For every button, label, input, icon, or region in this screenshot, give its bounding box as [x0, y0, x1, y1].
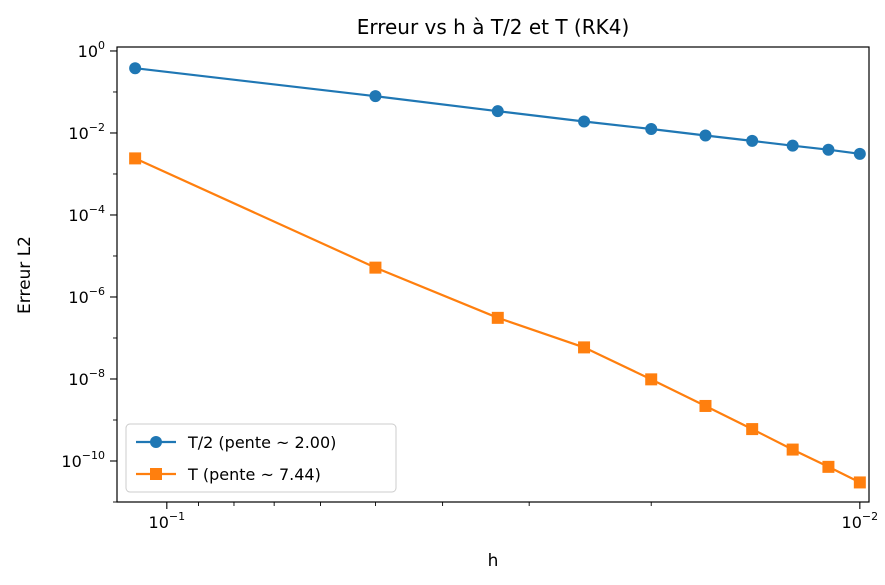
- data-point: [129, 62, 142, 75]
- data-point: [853, 476, 866, 489]
- x-axis-label: h: [488, 551, 499, 571]
- data-point: [369, 90, 382, 103]
- chart-title: Erreur vs h à T/2 et T (RK4): [357, 15, 630, 39]
- data-point: [645, 123, 658, 136]
- legend-marker: [150, 436, 162, 448]
- series-line: [134, 157, 861, 484]
- legend-label: T/2 (pente ~ 2.00): [187, 433, 336, 452]
- data-point: [369, 261, 382, 274]
- data-point: [578, 341, 591, 354]
- data-point: [822, 460, 835, 473]
- data-point: [129, 152, 142, 165]
- series-line: [134, 67, 860, 155]
- y-tick-label: 100: [78, 39, 105, 61]
- y-axis-label: Erreur L2: [15, 236, 35, 314]
- data-point: [491, 105, 504, 118]
- legend: T/2 (pente ~ 2.00) T (pente ~ 7.44): [125, 423, 397, 493]
- y-tick-label: 10−4: [68, 203, 105, 225]
- y-tick-label: 10−10: [61, 449, 105, 471]
- y-tick-label: 10−8: [68, 367, 105, 389]
- data-point: [699, 129, 712, 142]
- x-tick-label: 10−2: [842, 510, 879, 532]
- data-point: [853, 147, 866, 160]
- legend-label: T (pente ~ 7.44): [187, 465, 321, 484]
- legend-marker: [150, 468, 162, 480]
- axes-frame: [116, 46, 870, 503]
- series-1: [129, 62, 866, 160]
- series-2: [129, 152, 866, 489]
- data-point: [746, 134, 759, 147]
- data-point: [491, 311, 504, 324]
- legend-item: T/2 (pente ~ 2.00): [136, 433, 336, 452]
- data-point: [578, 115, 591, 128]
- legend-item: T (pente ~ 7.44): [136, 465, 321, 484]
- data-point: [645, 373, 658, 386]
- data-point: [746, 423, 759, 436]
- x-tick-label: 10−1: [149, 510, 186, 532]
- data-point: [786, 443, 799, 456]
- legend-box: [125, 423, 397, 493]
- data-point: [786, 139, 799, 152]
- y-tick-label: 10−6: [68, 285, 105, 307]
- data-point: [822, 143, 835, 156]
- plot-area: 10−1 10−2 100 10−2 10−4 10−6 10−8 10−10 T/2 (pen…: [61, 39, 878, 532]
- y-tick-label: 10−2: [68, 121, 105, 143]
- data-point: [699, 399, 712, 412]
